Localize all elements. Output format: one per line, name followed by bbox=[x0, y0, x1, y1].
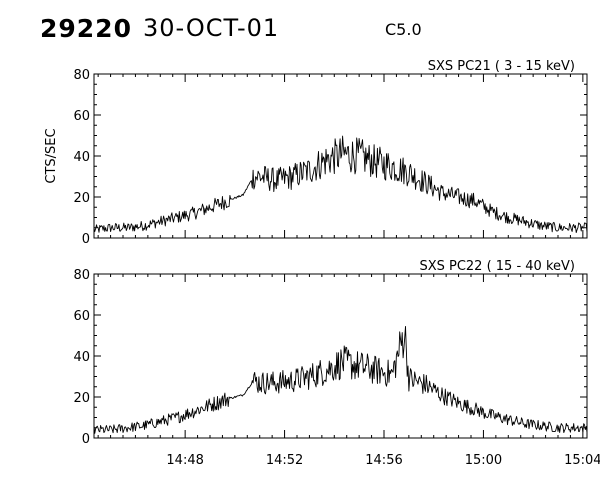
event-id: 29220 bbox=[40, 14, 132, 43]
flare-class: C5.0 bbox=[385, 20, 422, 39]
x-tick-label: 15:00 bbox=[465, 453, 502, 468]
y-tick-label: 40 bbox=[73, 350, 90, 365]
y-tick-label: 60 bbox=[73, 309, 90, 324]
x-tick-label: 14:48 bbox=[166, 453, 203, 468]
y-axis-label: CTS/SEC bbox=[44, 128, 59, 183]
x-tick-label: 14:56 bbox=[365, 453, 402, 468]
y-tick-label: 80 bbox=[73, 68, 90, 83]
y-tick-label: 0 bbox=[82, 432, 90, 447]
event-date: 30-OCT-01 bbox=[143, 14, 280, 42]
panel-title-1: SXS PC21 ( 3 - 15 keV) bbox=[428, 59, 575, 74]
series-line-2-1 bbox=[93, 325, 588, 434]
y-tick-label: 0 bbox=[82, 232, 90, 247]
panel-title-2: SXS PC22 ( 15 - 40 keV) bbox=[419, 259, 575, 274]
y-tick-label: 80 bbox=[73, 268, 90, 283]
series-line-1-1 bbox=[93, 135, 588, 234]
y-tick-label: 60 bbox=[73, 109, 90, 124]
y-tick-label: 20 bbox=[73, 391, 90, 406]
y-tick-label: 40 bbox=[73, 150, 90, 165]
y-tick-label: 20 bbox=[73, 191, 90, 206]
x-tick-label: 15:04 bbox=[564, 453, 600, 468]
x-tick-label: 14:52 bbox=[266, 453, 303, 468]
